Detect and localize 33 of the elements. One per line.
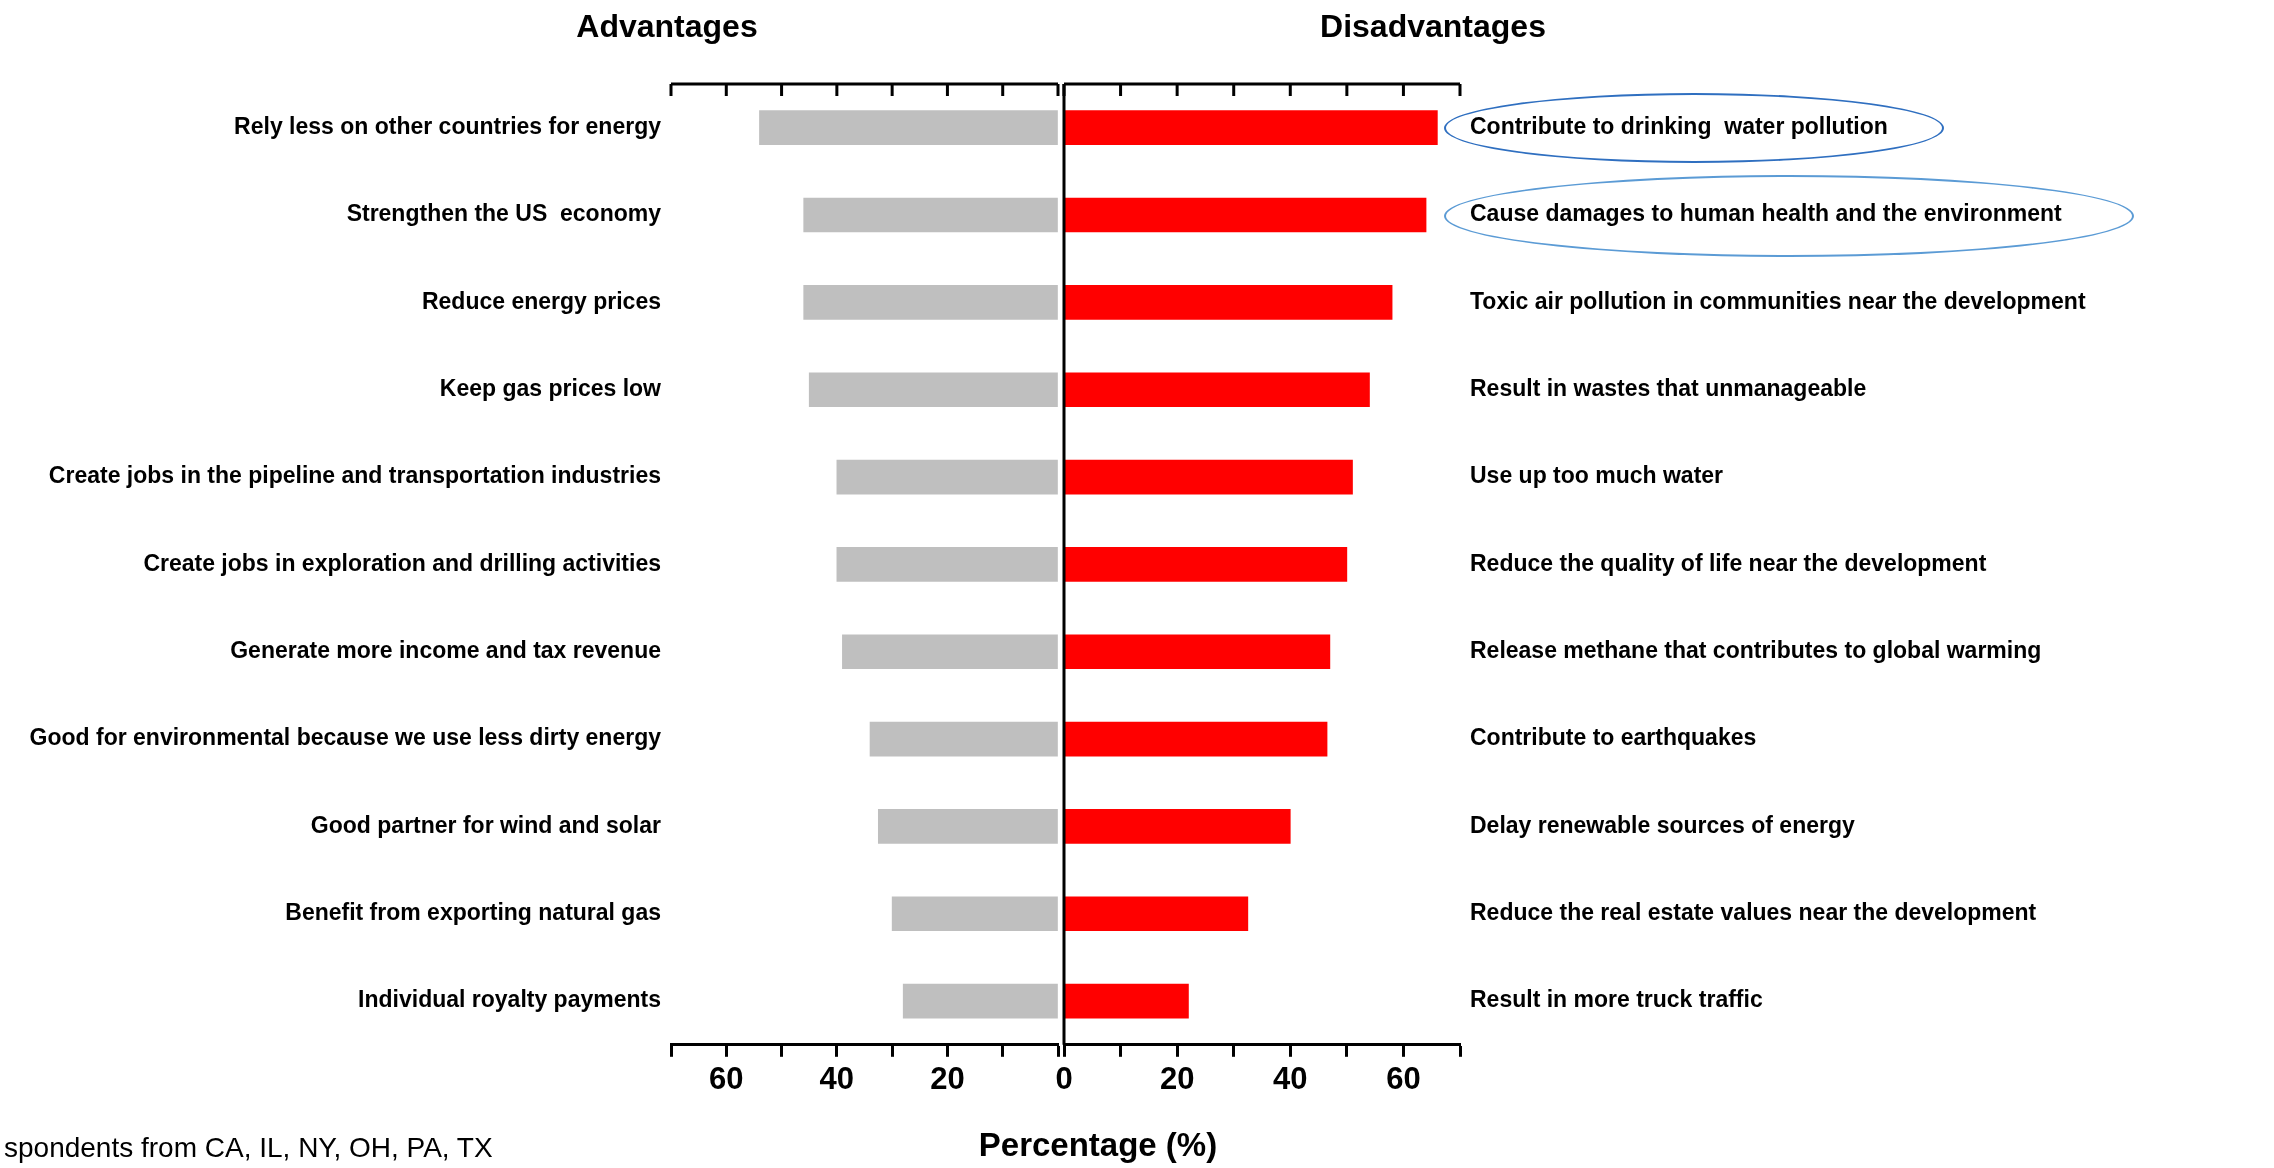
x-axis-title: Percentage (%) bbox=[977, 1126, 1219, 1164]
x-tick-label: 40 bbox=[1273, 1060, 1308, 1096]
y-tick-label: Reduce the real estate values near the development bbox=[1470, 899, 2037, 926]
y-tick-label: Release methane that contributes to global warming bbox=[1470, 637, 2042, 664]
y-tick-label: Use up too much water bbox=[1470, 462, 1724, 489]
y-tick-label: Result in wastes that unmanageable bbox=[1470, 375, 1867, 402]
y-tick-label: Generate more income and tax revenue bbox=[230, 637, 661, 664]
y-tick-label: Toxic air pollution in communities near the development bbox=[1470, 287, 2086, 314]
chart-title: Advantages bbox=[576, 7, 758, 44]
y-tick-label: Good partner for wind and solar bbox=[310, 811, 662, 838]
x-tick-label: 20 bbox=[1159, 1060, 1195, 1096]
x-tick-label: 0 bbox=[1055, 1060, 1073, 1096]
y-tick-label: Keep gas prices low bbox=[439, 375, 662, 402]
y-tick-label: Individual royalty payments bbox=[358, 986, 661, 1013]
chart-title: Disadvantages bbox=[1320, 7, 1546, 44]
y-tick-label: Good for environmental because we use less dirty energy bbox=[29, 724, 662, 751]
y-tick-label: Cause damages to human health and the environment bbox=[1470, 200, 2063, 227]
x-tick-label: 20 bbox=[930, 1060, 965, 1096]
y-tick-label: Benefit from exporting natural gas bbox=[285, 899, 661, 926]
y-tick-label: Contribute to earthquakes bbox=[1470, 724, 1757, 751]
y-tick-label: Reduce the quality of life near the development bbox=[1470, 549, 1987, 576]
y-tick-label: Delay renewable sources of energy bbox=[1470, 811, 1855, 838]
y-tick-label: Reduce energy prices bbox=[421, 287, 661, 314]
y-tick-label: Result in more truck traffic bbox=[1470, 986, 1763, 1013]
y-tick-label: Strengthen the US economy bbox=[346, 200, 662, 227]
y-tick-label: Contribute to drinking water pollution bbox=[1470, 113, 1888, 140]
y-tick-label: Create jobs in exploration and drilling activities bbox=[143, 549, 661, 576]
x-tick-label: 60 bbox=[709, 1060, 744, 1096]
y-tick-label: Create jobs in the pipeline and transportation industries bbox=[48, 462, 661, 489]
x-tick-label: 60 bbox=[1386, 1060, 1421, 1096]
text: spondents from CA, IL, NY, OH, PA, TX bbox=[4, 1132, 493, 1164]
x-tick-label: 40 bbox=[819, 1060, 855, 1096]
y-tick-label: Rely less on other countries for energy bbox=[234, 113, 662, 140]
